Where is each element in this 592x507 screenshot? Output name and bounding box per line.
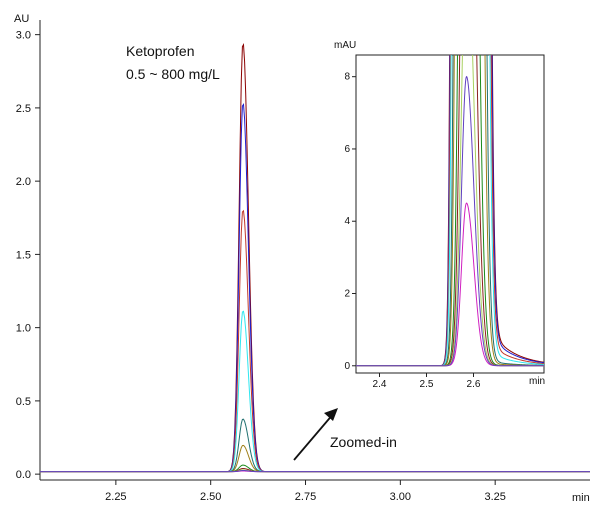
main-plot: AU min 2.25 2.50 2.75 3.00 3.25 0.00.51.01.5… [14,13,590,504]
main-series-line [40,418,590,473]
inset-y-unit: mAU [334,40,356,51]
main-y-tick-label: 1.5 [16,249,31,261]
inset-x-tick-label: 2.5 [420,379,434,390]
inset-x-ticks: 2.4 2.5 2.6 [373,373,481,390]
main-y-tick-label: 2.5 [16,103,31,115]
main-y-unit: AU [14,13,29,25]
zoom-arrow-line [293,412,335,461]
inset-y-tick-label: 0 [344,361,350,372]
main-x-tick-label: 2.50 [200,491,221,503]
annotation-title: Ketoprofen [126,43,195,59]
inset-plot: mAU min 2.4 2.5 2.6 0 2 4 6 8 [334,40,545,390]
annotation-range: 0.5 ~ 800 mg/L [126,66,220,82]
main-y-ticks: 0.0 0.5 1.0 1.5 2.0 2.5 3.0 [16,30,40,481]
main-x-tick-label: 3.25 [484,491,505,503]
main-y-tick-label: 0.0 [16,469,31,481]
main-series-line [40,464,590,473]
main-x-tick-label: 2.75 [295,491,316,503]
main-y-tick-label: 3.0 [16,30,31,42]
main-y-tick-label: 1.0 [16,323,31,335]
inset-y-tick-label: 2 [344,289,350,300]
inset-y-tick-label: 6 [344,144,350,155]
inset-x-tick-label: 2.6 [467,379,481,390]
main-y-tick-label: 2.0 [16,176,31,188]
zoom-arrow [293,408,338,461]
main-x-tick-label: 2.25 [105,491,126,503]
main-x-tick-label: 3.00 [390,491,411,503]
main-series-line [40,469,590,473]
zoom-arrow-head [324,408,338,421]
inset-series-group [356,55,544,367]
main-series-group [40,43,590,473]
inset-y-tick-label: 4 [344,216,350,227]
inset-x-unit: min [529,376,545,387]
inset-y-tick-label: 8 [344,72,350,83]
inset-x-tick-label: 2.4 [373,379,387,390]
main-x-unit: min [572,492,590,504]
main-y-tick-label: 0.5 [16,396,31,408]
main-series-line [40,444,590,473]
zoom-label: Zoomed-in [330,434,397,450]
inset-y-ticks: 0 2 4 6 8 [344,72,356,372]
main-x-ticks: 2.25 2.50 2.75 3.00 3.25 [105,480,506,503]
inset-series-line [356,75,544,367]
